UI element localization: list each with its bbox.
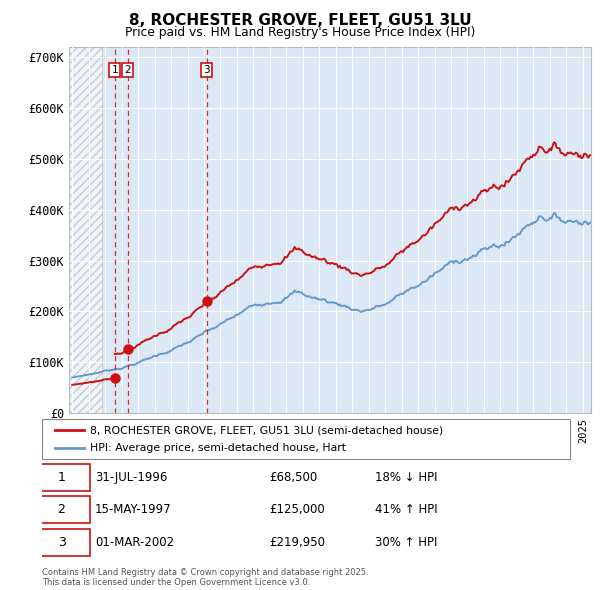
Text: 8, ROCHESTER GROVE, FLEET, GU51 3LU: 8, ROCHESTER GROVE, FLEET, GU51 3LU [128, 13, 472, 28]
Text: 1: 1 [58, 471, 65, 484]
Text: 2: 2 [58, 503, 65, 516]
Text: 15-MAY-1997: 15-MAY-1997 [95, 503, 172, 516]
Text: 31-JUL-1996: 31-JUL-1996 [95, 471, 167, 484]
Text: 18% ↓ HPI: 18% ↓ HPI [374, 471, 437, 484]
Text: £125,000: £125,000 [269, 503, 325, 516]
FancyBboxPatch shape [34, 496, 89, 523]
Text: 30% ↑ HPI: 30% ↑ HPI [374, 536, 437, 549]
Text: 8, ROCHESTER GROVE, FLEET, GU51 3LU (semi-detached house): 8, ROCHESTER GROVE, FLEET, GU51 3LU (sem… [89, 425, 443, 435]
Text: HPI: Average price, semi-detached house, Hart: HPI: Average price, semi-detached house,… [89, 443, 346, 453]
FancyBboxPatch shape [34, 529, 89, 556]
Text: 41% ↑ HPI: 41% ↑ HPI [374, 503, 437, 516]
Text: 2: 2 [124, 65, 131, 75]
Text: 01-MAR-2002: 01-MAR-2002 [95, 536, 174, 549]
Text: £219,950: £219,950 [269, 536, 325, 549]
FancyBboxPatch shape [34, 464, 89, 491]
Text: Contains HM Land Registry data © Crown copyright and database right 2025.
This d: Contains HM Land Registry data © Crown c… [42, 568, 368, 587]
Text: £68,500: £68,500 [269, 471, 317, 484]
Text: 1: 1 [112, 65, 118, 75]
Text: 3: 3 [58, 536, 65, 549]
Text: Price paid vs. HM Land Registry's House Price Index (HPI): Price paid vs. HM Land Registry's House … [125, 26, 475, 39]
Text: 3: 3 [203, 65, 210, 75]
Bar [69, 47, 102, 413]
FancyBboxPatch shape [42, 419, 570, 459]
